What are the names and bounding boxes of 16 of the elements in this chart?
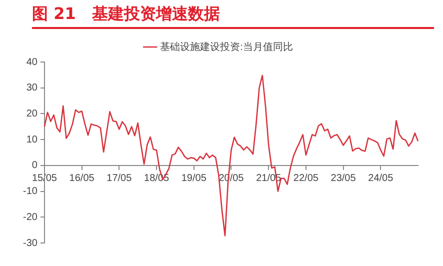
y-tick-label: -10 bbox=[23, 186, 38, 198]
y-tick-label: 40 bbox=[26, 56, 38, 68]
x-tick-label: 17/05 bbox=[106, 173, 132, 184]
y-tick-label: 20 bbox=[26, 108, 38, 120]
x-tick-label: 19/05 bbox=[181, 173, 207, 184]
chart-title: 图 21 基建投资增速数据 bbox=[32, 4, 434, 29]
legend-label: 基础设施建设投资:当月值同比 bbox=[160, 40, 293, 53]
x-tick-label: 22/05 bbox=[293, 173, 319, 184]
y-tick-label: 30 bbox=[26, 82, 38, 94]
x-tick-label: 24/05 bbox=[368, 173, 394, 184]
x-tick-label: 16/05 bbox=[69, 173, 95, 184]
y-tick-label: -30 bbox=[23, 238, 38, 249]
y-tick-label: -20 bbox=[23, 212, 38, 223]
y-tick-label: 0 bbox=[32, 160, 38, 172]
y-tick-label: 10 bbox=[26, 134, 38, 146]
x-tick-label: 23/05 bbox=[330, 173, 356, 184]
